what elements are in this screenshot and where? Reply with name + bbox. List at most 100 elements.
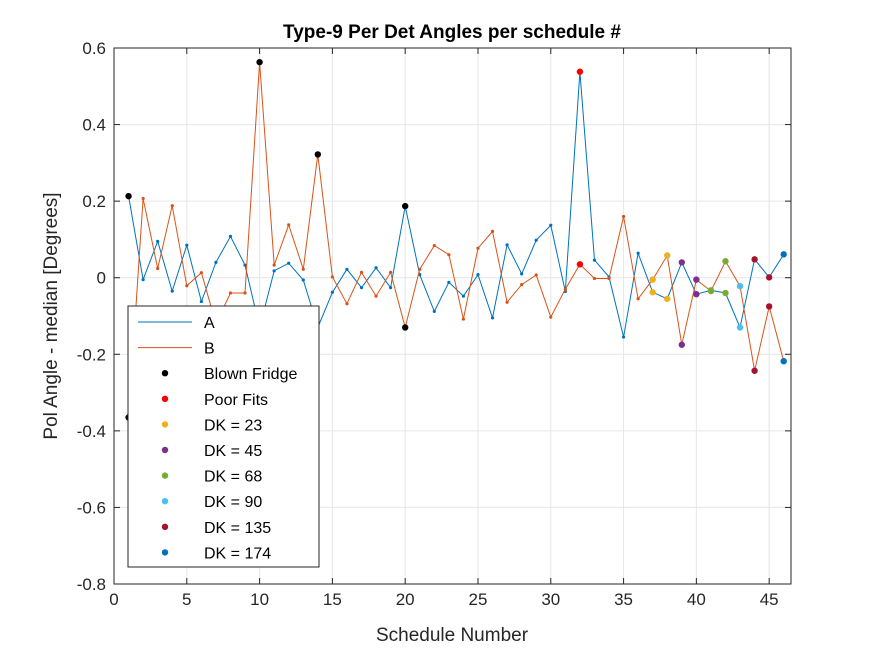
series-point-b <box>549 315 553 319</box>
series-point-a <box>301 278 305 282</box>
series-point-a <box>621 335 626 339</box>
series-point-b <box>418 267 422 271</box>
x-axis-label: Schedule Number <box>376 625 529 646</box>
series-point-b <box>374 294 378 298</box>
marker-dk-68 <box>707 287 715 295</box>
marker-dk-135 <box>751 256 758 263</box>
marker-blown-fridge <box>314 151 322 158</box>
legend: AB Blown Fridge Poor Fits DK = 23 DK = 45 DK … <box>127 305 320 568</box>
marker-dk-23 <box>664 252 671 259</box>
y-tick-label: -0.6 <box>77 498 106 517</box>
marker-dk-174 <box>780 357 787 365</box>
marker-poor-fits <box>576 261 584 268</box>
series-point-b <box>359 270 364 274</box>
series-point-a <box>272 269 276 273</box>
y-tick-label: 0.2 <box>82 192 106 211</box>
series-point-b <box>592 276 597 281</box>
series-point-b <box>330 275 334 279</box>
marker-dk-45 <box>678 341 686 348</box>
marker-dk-23 <box>649 276 656 283</box>
series-point-b <box>432 243 436 248</box>
series-point-a <box>636 251 640 255</box>
legend-entry-dk-45: DK = 45 <box>204 443 262 460</box>
x-tick-label: 20 <box>396 590 415 609</box>
marker-blown-fridge <box>401 202 409 210</box>
marker-dk-174 <box>780 251 787 258</box>
legend-entry-b: B <box>204 341 215 358</box>
y-tick-label: -0.8 <box>77 575 106 594</box>
series-point-b <box>534 273 538 277</box>
series-point-b <box>199 271 203 275</box>
series-point-a <box>214 260 218 264</box>
series-point-b <box>636 297 640 301</box>
marker-blown-fridge <box>256 58 263 66</box>
series-point-a <box>156 239 160 243</box>
marker-dk-135 <box>765 303 773 310</box>
series-point-b <box>607 276 611 281</box>
series-point-a <box>520 272 524 276</box>
series-point-b <box>272 263 276 267</box>
series-point-b <box>389 270 393 274</box>
marker-dk-135 <box>765 274 773 281</box>
series-point-b <box>461 317 466 321</box>
marker-dk-135 <box>751 367 758 374</box>
x-tick-label: 15 <box>323 590 342 609</box>
marker-dk-45 <box>693 276 700 283</box>
series-point-a <box>287 261 291 265</box>
series-point-a <box>505 243 509 247</box>
series-point-a <box>447 280 451 284</box>
series-point-b <box>301 267 305 271</box>
series-point-b <box>490 229 495 233</box>
series-point-a <box>374 266 378 270</box>
series-point-b <box>345 302 349 306</box>
marker-dk-45 <box>693 290 700 298</box>
marker-dk-45 <box>678 259 686 266</box>
series-point-b <box>228 291 233 295</box>
legend-swatch-dk-23 <box>161 421 169 428</box>
marker-dk-90 <box>736 324 744 331</box>
legend-entry-dk-90: DK = 90 <box>204 494 262 511</box>
series-line-a <box>128 71 785 338</box>
series-point-a <box>534 238 538 242</box>
series-point-a <box>345 267 349 271</box>
x-tick-label: 25 <box>469 590 488 609</box>
series-point-a <box>549 223 553 227</box>
series-point-b <box>170 204 174 208</box>
x-tick-label: 5 <box>182 590 191 609</box>
series-point-a <box>432 309 436 314</box>
marker-dk-23 <box>649 289 656 296</box>
legend-swatch-dk-45 <box>161 446 169 454</box>
series-point-a <box>141 278 145 282</box>
y-tick-label: 0.4 <box>82 116 106 135</box>
series-point-a <box>330 290 334 294</box>
series-point-a <box>359 286 364 290</box>
legend-swatch-dk-135 <box>161 523 169 530</box>
y-tick-label: 0.6 <box>82 39 106 58</box>
marker-dk-68 <box>722 258 729 265</box>
series-point-b <box>621 214 626 219</box>
series-point-a <box>592 258 597 262</box>
marker-blown-fridge <box>401 324 409 331</box>
y-axis-label: Pol Angle - median [Degrees] <box>41 192 62 439</box>
series-point-b <box>185 284 189 288</box>
series-point-b <box>447 253 451 257</box>
series-point-a <box>461 294 466 298</box>
marker-blown-fridge <box>125 192 132 200</box>
data-markers <box>125 58 787 421</box>
legend-entry-a: A <box>204 315 215 332</box>
series-point-a <box>389 286 393 290</box>
series-point-a <box>170 289 174 293</box>
marker-poor-fits <box>576 68 584 75</box>
legend-entry-blown-fridge: Blown Fridge <box>204 366 297 383</box>
x-tick-label: 0 <box>109 590 118 609</box>
plot-frame <box>113 47 792 585</box>
series-point-a <box>476 273 480 277</box>
legend-swatch-dk-68 <box>161 472 169 479</box>
series-point-b <box>520 283 524 287</box>
y-tick-label: -0.2 <box>77 345 106 364</box>
x-tick-label: 10 <box>250 590 269 609</box>
x-tick-label: 30 <box>541 590 560 609</box>
marker-dk-68 <box>722 289 729 297</box>
legend-entry-dk-174: DK = 174 <box>204 545 271 562</box>
